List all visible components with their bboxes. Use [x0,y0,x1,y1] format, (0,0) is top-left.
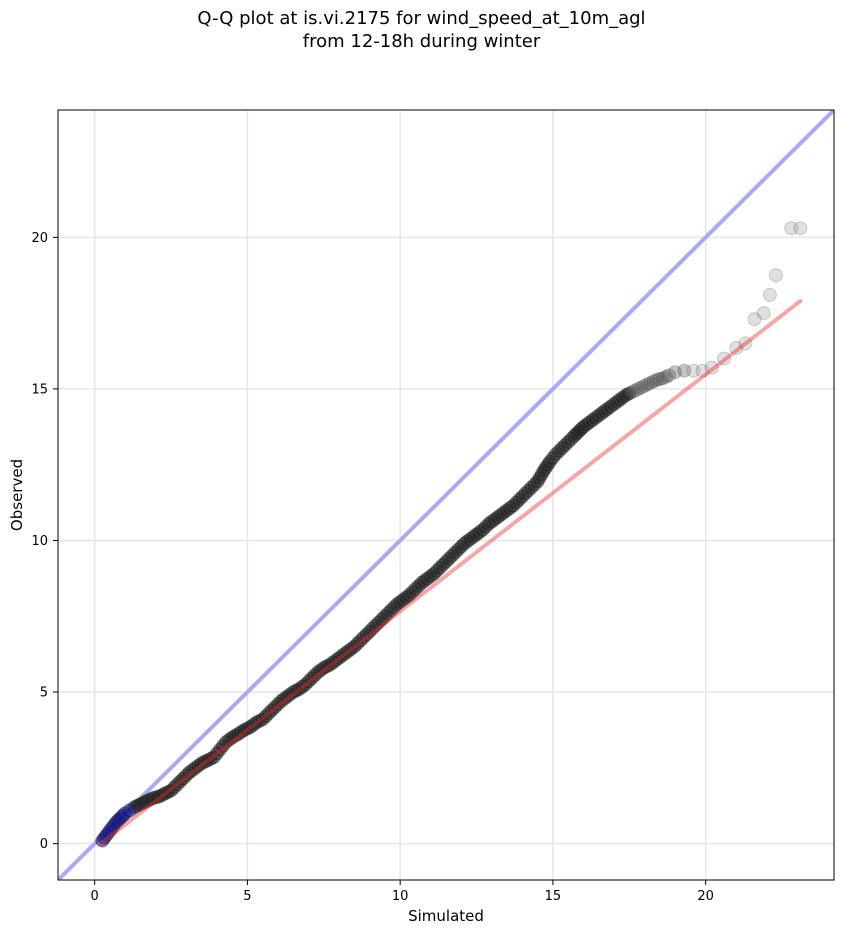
y-tick-label: 0 [40,837,48,852]
x-tick-label: 10 [392,889,409,904]
fit-line-layer [98,298,803,846]
data-point [622,386,637,401]
x-tick-label: 0 [91,889,99,904]
y-tick-label: 10 [31,534,48,549]
data-point [631,381,646,396]
fit-line [98,298,803,846]
y-tick-label: 15 [31,382,48,397]
data-point [677,363,692,378]
data-point [729,340,744,355]
x-tick-label: 5 [243,889,251,904]
data-point [634,380,649,395]
data-point [756,306,771,321]
data-point [704,360,719,375]
data-point [655,371,670,386]
data-point [695,363,710,378]
y-tick-label: 20 [31,231,48,246]
plot-frame [57,109,835,881]
identity-line-layer [58,110,834,880]
data-point [628,383,643,398]
x-tick-label: 20 [697,889,714,904]
data-point [717,351,732,366]
chart-title-line-2: from 12-18h during winter [302,31,541,52]
axis-ticks: 0 5 10 15 20 0 5 10 15 20 [31,231,714,904]
data-point [762,287,777,302]
data-point [637,378,652,393]
data-point [649,372,664,387]
data-point [643,375,658,390]
data-point [793,221,808,236]
x-axis-label: Simulated [408,907,484,925]
data-point [658,369,673,384]
data-point [640,377,655,392]
data-point [625,384,640,399]
chart-title-line-1: Q-Q plot at is.vi.2175 for wind_speed_at… [197,8,646,29]
identity-line [58,110,834,880]
y-tick-label: 5 [40,686,48,701]
data-point [768,268,783,283]
data-point [686,363,701,378]
y-axis-label: Observed [8,459,26,531]
data-point [784,221,799,236]
x-tick-label: 15 [545,889,562,904]
data-point [738,336,753,351]
data-points [95,221,808,848]
data-point [652,372,667,387]
data-point [662,368,677,383]
data-point [646,374,661,389]
data-point [668,365,683,380]
data-point [747,312,762,327]
